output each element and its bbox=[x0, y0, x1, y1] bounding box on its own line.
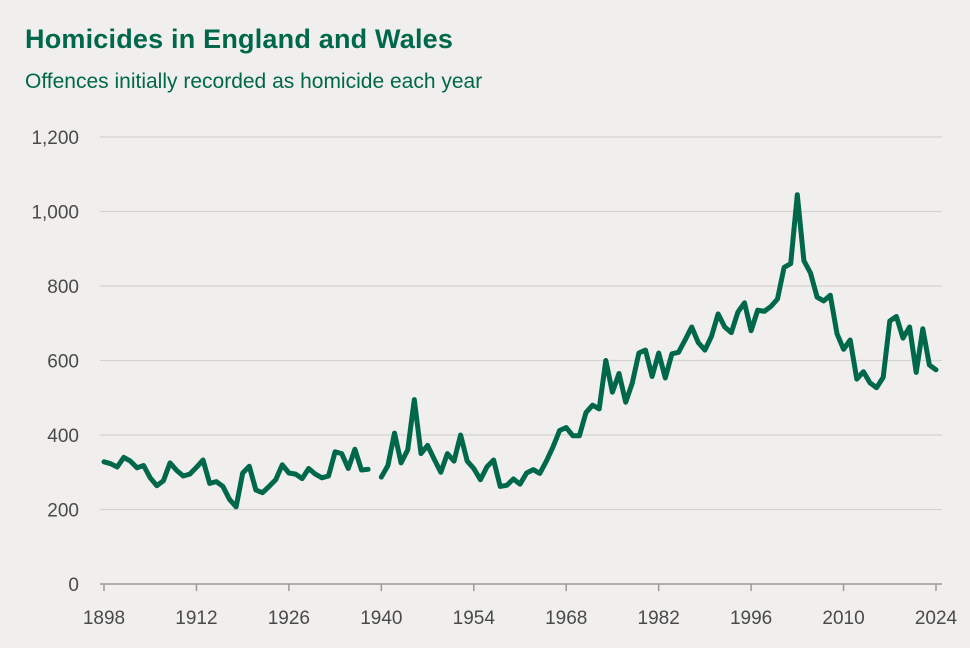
x-tick-label: 1912 bbox=[175, 608, 217, 629]
series-line-segment-1 bbox=[101, 446, 371, 510]
x-tick-label: 1982 bbox=[638, 608, 680, 629]
y-tick-label: 1,000 bbox=[31, 203, 79, 224]
y-axis: 0 200 400 600 800 1,000 1,200 bbox=[31, 128, 79, 596]
x-tick-label: 1940 bbox=[360, 608, 402, 629]
series-line-segment-2 bbox=[378, 192, 939, 489]
x-tick-label: 2010 bbox=[822, 608, 864, 629]
y-tick-label: 200 bbox=[47, 501, 79, 522]
x-tick-label: 2024 bbox=[915, 608, 958, 629]
chart-subtitle: Offences initially recorded as homicide … bbox=[25, 70, 483, 93]
series-lines bbox=[101, 192, 939, 510]
x-tick-label: 1898 bbox=[83, 608, 125, 629]
gridlines bbox=[100, 136, 942, 585]
y-tick-label: 0 bbox=[68, 575, 79, 596]
x-axis: 1898 1912 1926 1940 1954 1968 1982 1996 2010 2024 bbox=[83, 584, 958, 629]
y-tick-label: 600 bbox=[47, 352, 79, 373]
x-tick-label: 1926 bbox=[268, 608, 310, 629]
x-tick-label: 1954 bbox=[453, 608, 496, 629]
x-tick-label: 1996 bbox=[730, 608, 772, 629]
y-tick-label: 1,200 bbox=[31, 128, 79, 149]
x-tick-label: 1968 bbox=[545, 608, 587, 629]
chart-title: Homicides in England and Wales bbox=[25, 24, 454, 54]
y-tick-label: 800 bbox=[47, 277, 79, 298]
y-tick-label: 400 bbox=[47, 426, 79, 447]
